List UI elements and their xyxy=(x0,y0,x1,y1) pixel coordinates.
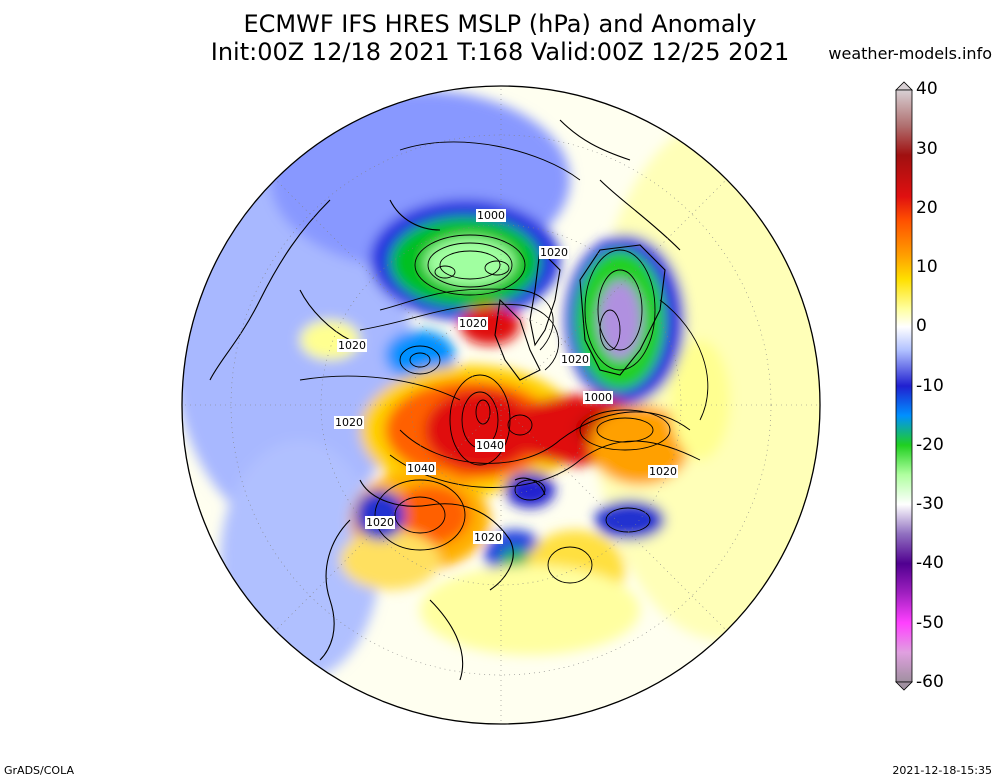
colorbar xyxy=(895,81,913,691)
svg-text:1040: 1040 xyxy=(407,462,435,475)
colorbar-tick-label: 40 xyxy=(916,79,938,99)
anomaly-field xyxy=(182,86,820,724)
colorbar-tick-label: -10 xyxy=(916,376,944,396)
svg-text:1000: 1000 xyxy=(477,209,505,222)
svg-text:1020: 1020 xyxy=(335,416,363,429)
contour-label: 1020 xyxy=(334,416,364,429)
contour-label: 1040 xyxy=(475,439,505,452)
coastlines xyxy=(209,119,681,681)
svg-text:1040: 1040 xyxy=(476,439,504,452)
svg-text:1000: 1000 xyxy=(584,391,612,404)
contour-label: 1020 xyxy=(365,516,395,529)
colorbar-tick-label: -30 xyxy=(916,494,944,514)
colorbar-tick-label: 0 xyxy=(916,316,927,336)
map-subtitle: Init:00Z 12/18 2021 T:168 Valid:00Z 12/2… xyxy=(210,38,790,66)
svg-text:1020: 1020 xyxy=(474,531,502,544)
svg-text:1020: 1020 xyxy=(338,339,366,352)
colorbar-tick-label: 30 xyxy=(916,139,938,159)
colorbar-tick-label: -60 xyxy=(916,672,944,692)
credit-label: weather-models.info xyxy=(828,44,992,63)
contour-label: 1000 xyxy=(476,209,506,222)
map-title: ECMWF IFS HRES MSLP (hPa) and Anomaly xyxy=(243,10,757,38)
svg-text:1020: 1020 xyxy=(561,353,589,366)
colorbar-tick-label: -20 xyxy=(916,435,944,455)
contour-label: 1020 xyxy=(560,353,590,366)
contour-label: 1020 xyxy=(539,246,569,259)
map-boundary xyxy=(181,85,821,725)
contour-label: 1020 xyxy=(337,339,367,352)
contour-label: 1020 xyxy=(648,465,678,478)
svg-text:1020: 1020 xyxy=(366,516,394,529)
graticule xyxy=(182,86,820,724)
svg-text:1020: 1020 xyxy=(459,317,487,330)
svg-text:1020: 1020 xyxy=(649,465,677,478)
colorbar-tick-label: -50 xyxy=(916,613,944,633)
svg-text:1020: 1020 xyxy=(540,246,568,259)
contour-labels: 1000 1020 1020 1020 1020 1000 1040 1040 … xyxy=(334,209,678,544)
software-credit: GrADS/COLA xyxy=(4,764,74,777)
contour-label: 1040 xyxy=(406,462,436,475)
contour-label: 1020 xyxy=(473,531,503,544)
colorbar-tick-label: -40 xyxy=(916,553,944,573)
colorbar-tick-label: 10 xyxy=(916,257,938,277)
contour-label: 1020 xyxy=(458,317,488,330)
colorbar-tick-label: 20 xyxy=(916,198,938,218)
contour-label: 1000 xyxy=(583,391,613,404)
generation-timestamp: 2021-12-18-15:35 xyxy=(892,764,992,777)
